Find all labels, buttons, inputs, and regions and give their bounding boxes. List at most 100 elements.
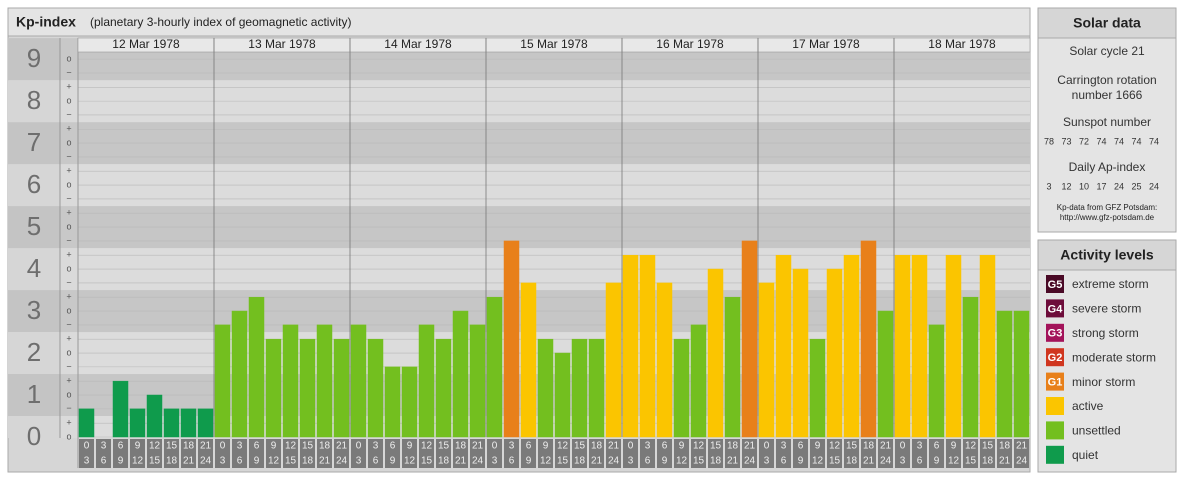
bar xyxy=(996,310,1013,438)
interval-end: 12 xyxy=(812,456,824,467)
interval-box xyxy=(436,439,451,468)
interval-start: 3 xyxy=(237,441,243,452)
minor-tick-label: o xyxy=(66,54,71,64)
minor-tick-label: − xyxy=(66,109,71,119)
interval-box xyxy=(351,439,366,468)
interval-end: 18 xyxy=(166,456,178,467)
interval-start: 6 xyxy=(662,441,668,452)
level-name: moderate storm xyxy=(1072,350,1156,364)
interval-box xyxy=(317,439,332,468)
band-left xyxy=(8,374,60,417)
interval-start: 21 xyxy=(608,441,620,452)
interval-end: 9 xyxy=(798,456,804,467)
interval-end: 15 xyxy=(421,456,433,467)
bar xyxy=(792,268,809,438)
interval-end: 24 xyxy=(472,456,484,467)
minor-tick-label: o xyxy=(66,389,71,399)
bar xyxy=(129,408,146,438)
sunspot-value: 72 xyxy=(1079,136,1089,146)
minor-tick-label: + xyxy=(66,418,71,428)
interval-end: 15 xyxy=(693,456,705,467)
minor-tick-label: − xyxy=(66,361,71,371)
minor-tick-label: o xyxy=(66,95,71,105)
interval-start: 6 xyxy=(934,441,940,452)
ap-value: 25 xyxy=(1131,181,1141,191)
bar xyxy=(928,324,945,438)
minor-tick-label: o xyxy=(66,305,71,315)
minor-tick-label: − xyxy=(66,403,71,413)
band-left xyxy=(8,164,60,207)
interval-box xyxy=(572,439,587,468)
level-swatch xyxy=(1046,348,1064,367)
interval-box xyxy=(113,439,128,468)
y-tick-label: 7 xyxy=(27,127,41,157)
interval-start: 0 xyxy=(900,441,906,452)
band-left xyxy=(8,38,60,81)
bar xyxy=(180,408,197,438)
y-tick-label: 8 xyxy=(27,85,41,115)
interval-box xyxy=(657,439,672,468)
y-tick-label: 0 xyxy=(27,421,41,451)
ap-value: 12 xyxy=(1061,181,1071,191)
band-small xyxy=(60,248,78,291)
interval-box xyxy=(776,439,791,468)
bar xyxy=(605,282,622,438)
interval-box xyxy=(402,439,417,468)
interval-box xyxy=(300,439,315,468)
minor-tick-label: + xyxy=(66,376,71,386)
minor-tick-label: − xyxy=(66,277,71,287)
band-left xyxy=(8,206,60,249)
solar-title: Solar data xyxy=(1073,15,1141,31)
minor-tick-label: o xyxy=(66,137,71,147)
level-name: unsettled xyxy=(1072,424,1121,438)
day-label: 18 Mar 1978 xyxy=(928,37,996,51)
minor-tick-label: o xyxy=(66,179,71,189)
interval-start: 0 xyxy=(356,441,362,452)
band-left xyxy=(8,122,60,165)
minor-tick-label: o xyxy=(66,221,71,231)
level-swatch xyxy=(1046,299,1064,318)
bar xyxy=(350,324,367,438)
day-label: 16 Mar 1978 xyxy=(656,37,724,51)
day-label: 14 Mar 1978 xyxy=(384,37,452,51)
interval-end: 3 xyxy=(220,456,226,467)
bar xyxy=(520,282,537,438)
interval-end: 3 xyxy=(356,456,362,467)
y-tick-label: 2 xyxy=(27,337,41,367)
level-badge: G4 xyxy=(1048,303,1064,315)
interval-box xyxy=(878,439,893,468)
interval-end: 6 xyxy=(781,456,787,467)
levels-title: Activity levels xyxy=(1060,247,1154,263)
interval-box xyxy=(521,439,536,468)
bar xyxy=(588,338,605,438)
interval-end: 24 xyxy=(880,456,892,467)
bar xyxy=(163,408,180,438)
bar xyxy=(724,296,741,438)
bar xyxy=(299,338,316,438)
interval-box xyxy=(266,439,281,468)
interval-start: 21 xyxy=(200,441,212,452)
interval-box xyxy=(198,439,213,468)
interval-end: 21 xyxy=(183,456,195,467)
interval-box xyxy=(912,439,927,468)
interval-end: 9 xyxy=(254,456,260,467)
interval-box xyxy=(249,439,264,468)
levels-title-bar xyxy=(1037,239,1177,271)
interval-box xyxy=(130,439,145,468)
interval-box xyxy=(283,439,298,468)
minor-tick-label: − xyxy=(66,193,71,203)
interval-end: 21 xyxy=(999,456,1011,467)
interval-box xyxy=(164,439,179,468)
interval-box xyxy=(419,439,434,468)
level-badge: G3 xyxy=(1048,328,1063,340)
interval-end: 3 xyxy=(84,456,90,467)
interval-start: 15 xyxy=(710,441,722,452)
level-name: active xyxy=(1072,399,1104,413)
level-name: minor storm xyxy=(1072,375,1135,389)
interval-end: 21 xyxy=(863,456,875,467)
interval-box xyxy=(725,439,740,468)
sunspot-value: 74 xyxy=(1131,136,1141,146)
interval-box xyxy=(640,439,655,468)
interval-start: 15 xyxy=(846,441,858,452)
level-swatch xyxy=(1046,421,1064,440)
